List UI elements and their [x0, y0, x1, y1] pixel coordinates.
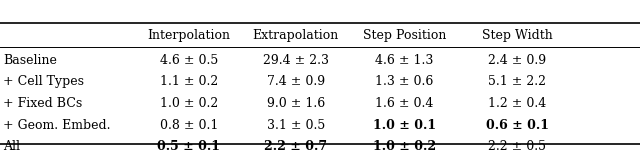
Text: 9.0 ± 1.6: 9.0 ± 1.6 — [266, 97, 325, 110]
Text: 1.1 ± 0.2: 1.1 ± 0.2 — [159, 75, 218, 88]
Text: 7.4 ± 0.9: 7.4 ± 0.9 — [267, 75, 324, 88]
Text: 0.5 ± 0.1: 0.5 ± 0.1 — [157, 141, 220, 150]
Text: 2.2 ± 0.5: 2.2 ± 0.5 — [488, 141, 546, 150]
Text: 5.1 ± 2.2: 5.1 ± 2.2 — [488, 75, 546, 88]
Text: 4.6 ± 1.3: 4.6 ± 1.3 — [375, 54, 434, 66]
Text: 1.6 ± 0.4: 1.6 ± 0.4 — [375, 97, 434, 110]
Text: 4.6 ± 0.5: 4.6 ± 0.5 — [159, 54, 218, 66]
Text: Extrapolation: Extrapolation — [253, 29, 339, 42]
Text: 2.4 ± 0.9: 2.4 ± 0.9 — [488, 54, 546, 66]
Text: Interpolation: Interpolation — [147, 29, 230, 42]
Text: 1.0 ± 0.2: 1.0 ± 0.2 — [373, 141, 436, 150]
Text: Step Position: Step Position — [363, 29, 446, 42]
Text: Step Width: Step Width — [482, 29, 552, 42]
Text: 1.0 ± 0.1: 1.0 ± 0.1 — [373, 119, 436, 132]
Text: All: All — [3, 141, 20, 150]
Text: 1.3 ± 0.6: 1.3 ± 0.6 — [375, 75, 434, 88]
Text: + Geom. Embed.: + Geom. Embed. — [3, 119, 111, 132]
Text: + Fixed BCs: + Fixed BCs — [3, 97, 83, 110]
Text: Baseline: Baseline — [3, 54, 57, 66]
Text: 1.2 ± 0.4: 1.2 ± 0.4 — [488, 97, 547, 110]
Text: 0.8 ± 0.1: 0.8 ± 0.1 — [159, 119, 218, 132]
Text: 3.1 ± 0.5: 3.1 ± 0.5 — [266, 119, 325, 132]
Text: + Cell Types: + Cell Types — [3, 75, 84, 88]
Text: 0.6 ± 0.1: 0.6 ± 0.1 — [486, 119, 548, 132]
Text: 2.2 ± 0.7: 2.2 ± 0.7 — [264, 141, 327, 150]
Text: 29.4 ± 2.3: 29.4 ± 2.3 — [262, 54, 329, 66]
Text: 1.0 ± 0.2: 1.0 ± 0.2 — [159, 97, 218, 110]
